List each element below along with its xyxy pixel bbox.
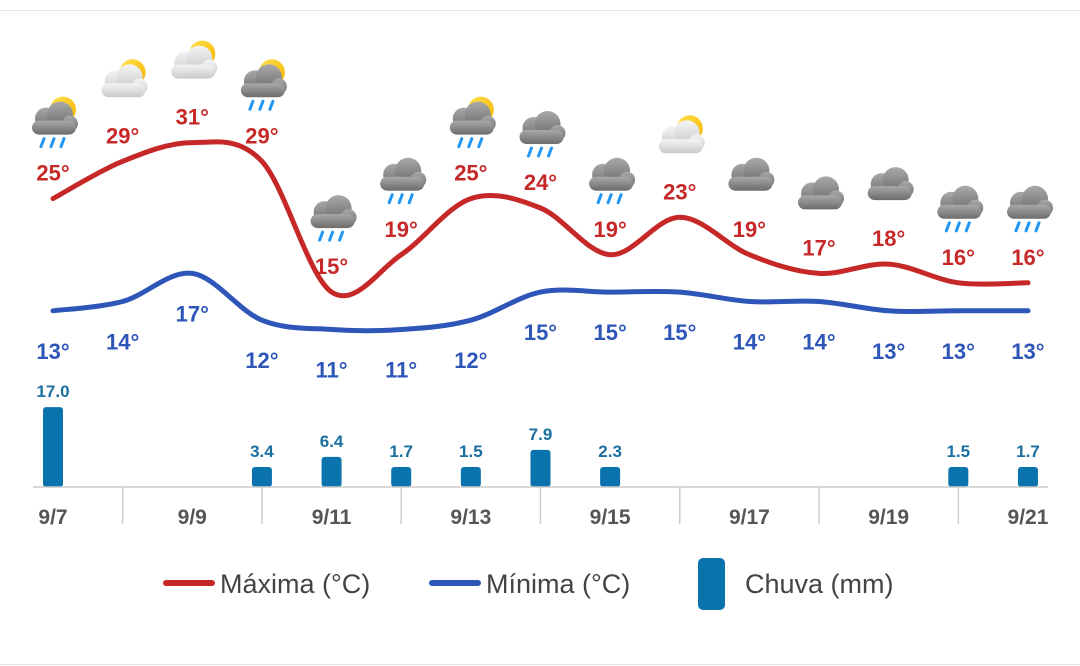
weather-icons [32,40,1053,242]
rain-bar [1017,467,1038,487]
max-temp-label: 19° [385,217,418,242]
min-temp-label: 13° [36,339,69,364]
cloud-rain-icon [589,157,636,205]
cloud-rain-icon [1007,185,1053,233]
cloud-rain-icon [380,157,427,205]
temperature-lines [50,139,1031,334]
rain-bar [948,467,969,487]
min-temp-label: 15° [663,320,696,345]
rain-label: 7.9 [529,425,553,444]
legend: Máxima (°C) Mínima (°C) Chuva (mm) [163,558,894,610]
rain-label: 1.7 [389,442,413,461]
min-temp-label: 13° [942,339,975,364]
max-temp-label: 19° [593,217,626,242]
rain-label: 6.4 [320,432,344,451]
sun-cloud-icon [171,40,218,79]
min-temp-label: 12° [454,348,487,373]
max-temp-label: 29° [106,123,139,148]
legend-rain-swatch [698,558,725,610]
max-temp-label: 18° [872,226,905,251]
rain-label: 1.7 [1016,442,1040,461]
rain-bar [530,449,551,487]
temperature-labels: 25° 29° 31° 29° 15° 19° 25° 24° 19° 23° 19° 17° 18° 1… [36,105,1044,383]
min-temp-label: 15° [524,320,557,345]
sun-cloud-rain-icon [240,59,287,111]
x-tick-label: 9/15 [590,506,631,529]
rain-label: 17.0 [36,382,69,401]
min-temp-label: 17° [176,301,209,326]
rain-bar [600,467,621,487]
min-temp-label: 15° [593,320,626,345]
cloud-rain-icon [519,111,566,158]
rain-bar [460,467,481,487]
cloud-icon [798,176,844,210]
min-temp-label: 11° [316,358,348,383]
max-temp-label: 16° [1011,245,1044,270]
min-temp-line [50,270,1031,334]
sun-cloud-rain-icon [449,96,496,149]
sun-cloud-icon [101,59,148,98]
min-temp-label: 14° [802,330,835,355]
x-tick-label: 9/7 [38,506,67,529]
min-temp-label: 13° [1011,339,1044,364]
min-temp-label: 12° [245,348,278,373]
min-temp-label: 14° [733,330,766,355]
x-tick-label: 9/13 [450,506,491,529]
max-temp-line [50,139,1031,299]
x-tick-label: 9/9 [178,506,207,529]
x-tick-label: 9/17 [729,506,770,529]
max-temp-label: 29° [245,123,278,148]
x-tick-label: 9/21 [1008,506,1049,529]
max-temp-label: 16° [942,245,975,270]
bottom-divider [0,664,1080,665]
rain-bar [391,467,412,487]
max-temp-label: 19° [733,217,766,242]
max-temp-label: 15° [315,254,348,279]
max-temp-label: 25° [454,161,487,186]
sun-cloud-rain-icon [32,96,78,149]
rain-label: 1.5 [946,442,970,461]
rain-bar [43,407,63,487]
cloud-icon [728,157,775,191]
max-temp-label: 17° [802,235,835,260]
rain-bars: 17.0 3.4 6.4 1.7 1.5 7.9 2.3 1.5 1.7 [36,382,1040,487]
x-axis: 9/7 9/9 9/11 9/13 9/15 9/17 9/19 9/21 [33,486,1049,529]
max-temp-label: 24° [524,170,557,195]
legend-min-label: Mínima (°C) [486,569,630,599]
x-tick-label: 9/11 [312,506,352,529]
max-temp-label: 31° [176,105,209,130]
min-temp-label: 13° [872,339,905,364]
legend-rain-label: Chuva (mm) [745,569,894,599]
cloud-rain-icon [310,195,357,242]
rain-label: 1.5 [459,442,483,461]
rain-label: 2.3 [598,442,622,461]
max-temp-label: 23° [663,179,696,204]
cloud-rain-icon [937,185,984,233]
top-divider [0,10,1080,11]
min-temp-label: 11° [385,358,417,383]
rain-bar [321,456,342,487]
min-temp-label: 14° [106,330,139,355]
legend-max-label: Máxima (°C) [220,569,370,599]
rain-bar [251,467,272,487]
rain-label: 3.4 [250,442,274,461]
cloud-icon [867,167,914,201]
sun-cloud-icon [658,115,705,154]
max-temp-label: 25° [36,161,69,186]
x-tick-label: 9/19 [868,506,909,529]
